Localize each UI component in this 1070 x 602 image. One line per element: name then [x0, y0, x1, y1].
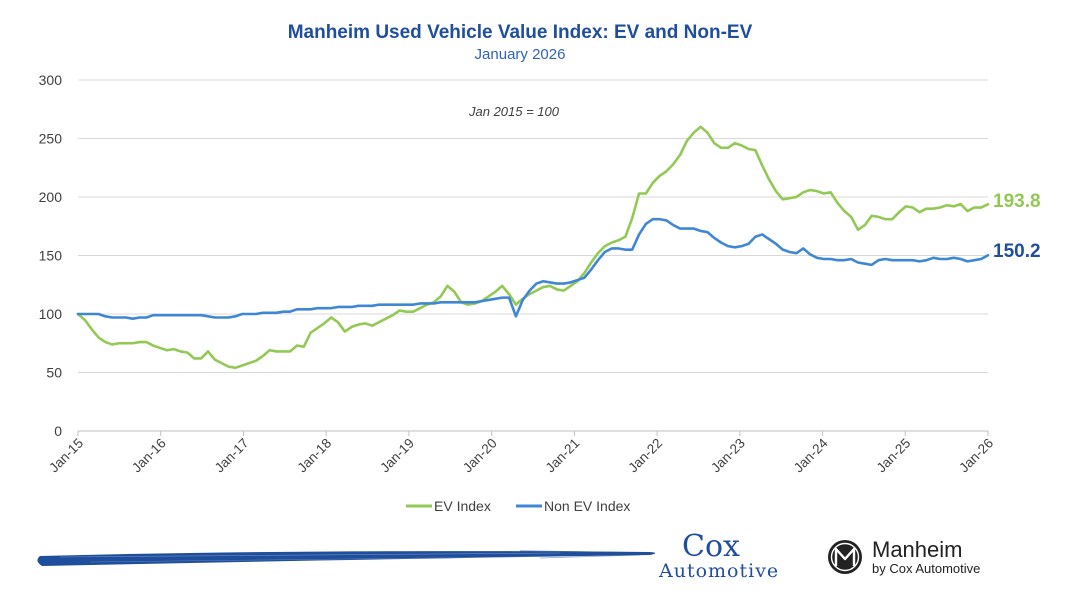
legend: EV Index Non EV Index: [406, 498, 630, 514]
chart-subtitle: January 2026: [475, 46, 566, 63]
manheim-m-icon: [828, 540, 862, 574]
x-tick-label: Jan-21: [543, 436, 583, 476]
manheim-sub: by Cox Automotive: [872, 561, 980, 576]
y-tick-label: 250: [39, 131, 63, 147]
x-tick-label: Jan-24: [791, 435, 831, 475]
y-tick-label: 100: [39, 306, 63, 322]
base-annotation: Jan 2015 = 100: [468, 104, 560, 119]
plot-area: [76, 125, 990, 370]
y-axis: 0 50 100 150 200 250 300: [39, 72, 63, 439]
x-tick-label: Jan-26: [956, 436, 996, 476]
manheim-name: Manheim: [872, 537, 962, 562]
non-ev-end-label: 150.2: [993, 241, 1041, 262]
cox-logo-bottom: Automotive: [658, 560, 779, 582]
x-tick-label: Jan-17: [212, 436, 252, 476]
x-tick-label: Jan-16: [129, 436, 169, 476]
ev-end-label: 193.8: [993, 191, 1041, 212]
x-tick-label: Jan-20: [460, 436, 500, 476]
cox-logo-top: Cox: [682, 529, 740, 564]
x-tick-label: Jan-19: [377, 436, 417, 476]
x-tick-label: Jan-25: [874, 436, 914, 476]
non-ev-index-line: [76, 217, 990, 320]
y-tick-label: 50: [46, 365, 62, 381]
ev-index-line: [76, 125, 990, 370]
brush-stroke-decoration: [37, 550, 656, 566]
y-tick-label: 0: [54, 423, 62, 439]
grid: [78, 79, 988, 432]
x-tick-label: Jan-22: [625, 436, 665, 476]
y-tick-label: 300: [39, 72, 63, 88]
y-tick-label: 150: [39, 248, 63, 264]
cox-automotive-logo: Cox Automotive: [658, 529, 779, 582]
x-tick-label: Jan-18: [295, 436, 335, 476]
legend-nonev-label: Non EV Index: [544, 498, 630, 514]
legend-ev-label: EV Index: [434, 498, 491, 514]
x-tick-label: Jan-15: [46, 436, 86, 476]
y-tick-label: 200: [39, 189, 63, 205]
x-tick-label: Jan-23: [708, 436, 748, 476]
x-axis: Jan-15 Jan-16 Jan-17 Jan-18 Jan-19 Jan-20 Jan-…: [46, 431, 996, 475]
manheim-logo: Manheim by Cox Automotive: [828, 537, 980, 576]
chart-title: Manheim Used Vehicle Value Index: EV and…: [288, 22, 753, 43]
